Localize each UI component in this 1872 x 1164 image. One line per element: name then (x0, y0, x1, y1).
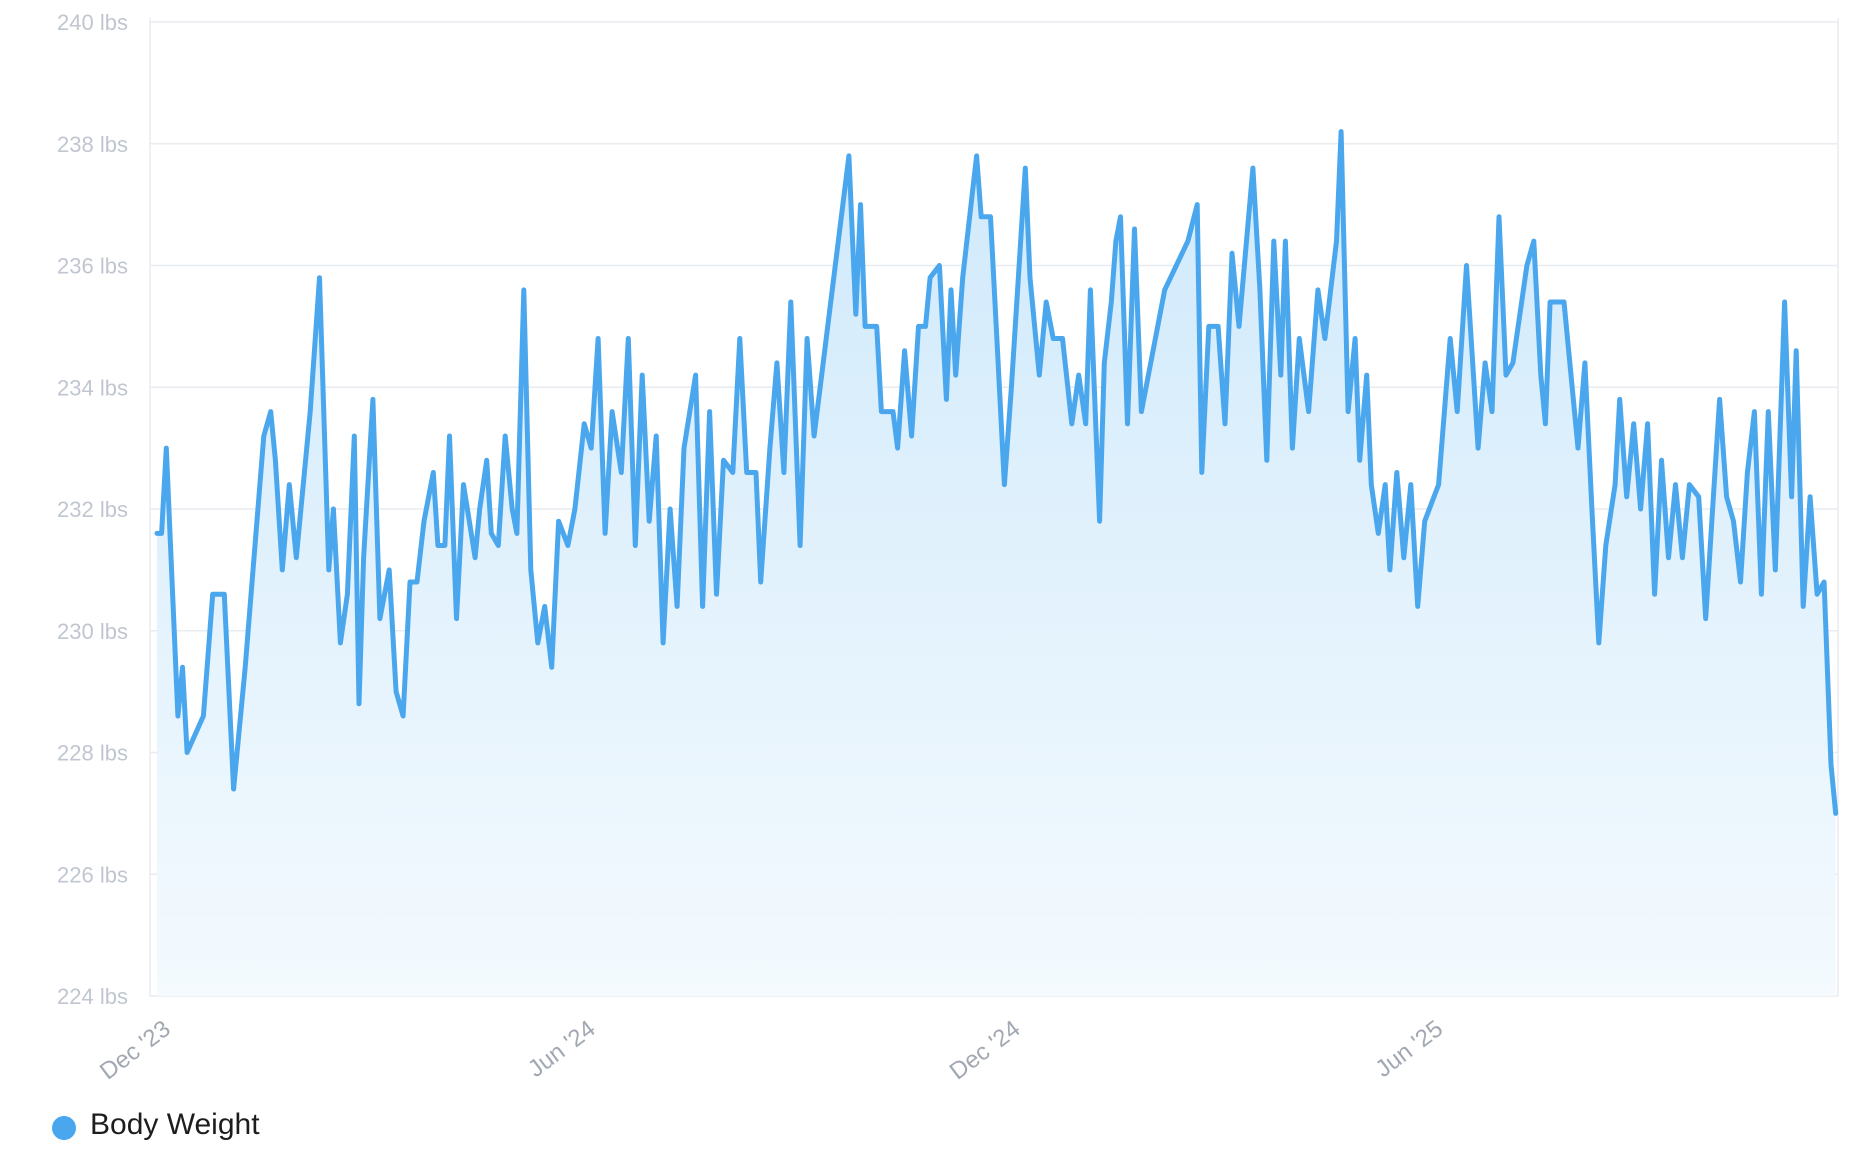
y-tick-label: 230 lbs (57, 619, 128, 644)
x-tick-label: Jun '24 (523, 1015, 600, 1083)
y-tick-label: 238 lbs (57, 132, 128, 157)
legend[interactable]: Body Weight (52, 1108, 260, 1142)
y-tick-label: 226 lbs (57, 862, 128, 887)
x-axis: Dec '23 Jun '24 Dec '24 Jun '25 (95, 1015, 1448, 1085)
y-axis: 224 lbs 226 lbs 228 lbs 230 lbs 232 lbs 234 l… (57, 10, 128, 1009)
y-tick-label: 240 lbs (57, 10, 128, 35)
y-tick-label: 224 lbs (57, 984, 128, 1009)
area-layer (157, 131, 1836, 997)
y-tick-label: 228 lbs (57, 741, 128, 766)
legend-label-body-weight: Body Weight (90, 1108, 260, 1141)
x-tick-label: Dec '24 (945, 1015, 1026, 1085)
y-tick-label: 236 lbs (57, 254, 128, 279)
y-tick-label: 234 lbs (57, 375, 128, 400)
x-tick-label: Dec '23 (95, 1015, 176, 1085)
line-layer (154, 129, 1839, 816)
body-weight-line[interactable] (154, 129, 1839, 816)
body-weight-area (157, 131, 1836, 997)
y-tick-label: 232 lbs (57, 497, 128, 522)
legend-dot (52, 1116, 76, 1140)
x-tick-label: Jun '25 (1371, 1015, 1448, 1083)
